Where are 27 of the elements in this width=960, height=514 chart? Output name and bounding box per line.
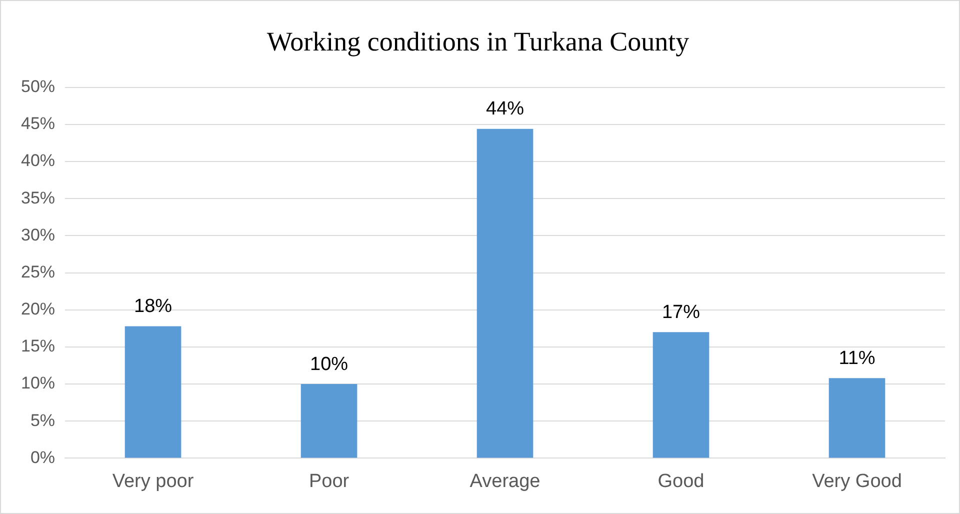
data-label: 18% (134, 296, 172, 317)
x-tick-label: Poor (308, 470, 350, 492)
chart-title: Working conditions in Turkana County (266, 26, 690, 56)
y-tick-label: 45% (20, 114, 56, 134)
y-tick-label: 30% (20, 225, 56, 244)
y-tick-label: 35% (20, 188, 56, 208)
y-tick-label: 5% (30, 410, 56, 430)
y-tick-label: 0% (30, 448, 56, 467)
x-tick-label: Good (658, 470, 704, 492)
bar (476, 128, 534, 458)
y-tick-label: 10% (20, 374, 56, 393)
bar (652, 332, 710, 458)
x-tick-label: Very Good (812, 470, 902, 492)
data-label: 11% (838, 348, 876, 369)
bar (300, 384, 358, 458)
data-label: 44% (486, 98, 524, 120)
y-tick-label: 50% (20, 77, 56, 96)
bar (124, 326, 182, 458)
x-tick-label: Average (470, 470, 540, 492)
bar (828, 378, 886, 458)
data-label: 17% (662, 302, 700, 323)
y-tick-label: 40% (20, 151, 56, 170)
x-tick-label: Very poor (112, 470, 194, 492)
data-label: 10% (310, 354, 348, 375)
y-tick-label: 25% (20, 262, 56, 282)
y-tick-label: 15% (20, 336, 56, 356)
y-tick-label: 20% (20, 300, 56, 319)
